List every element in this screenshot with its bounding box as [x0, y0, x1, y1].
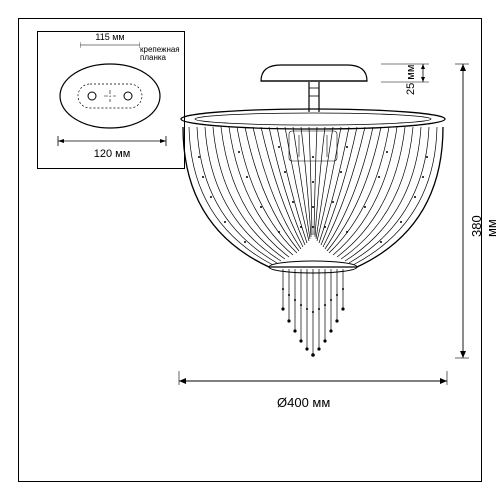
- outer-frame: 115 мм крепежная планка: [18, 18, 482, 482]
- ceiling-cap: [259, 63, 369, 83]
- dim-diameter-line: [177, 371, 449, 391]
- mounting-plate-inset: 115 мм крепежная планка: [37, 31, 185, 169]
- dim-cap-height: 25 мм: [405, 65, 417, 95]
- beaded-bowl: [179, 127, 447, 277]
- inset-bottom-dim: 120 мм: [82, 148, 142, 160]
- dim-total-height: 380 мм: [469, 215, 499, 237]
- inset-bottom-dim-line: [52, 136, 172, 146]
- dim-diameter: Ø400 мм: [277, 395, 330, 410]
- inset-label: крепежная планка: [140, 46, 180, 63]
- tassels: [277, 269, 349, 359]
- inset-top-dim: 115 мм: [80, 32, 140, 42]
- dim-total-height-line: [455, 63, 475, 359]
- inset-top-dim-line: [80, 42, 140, 48]
- inset-plate-drawing: [58, 62, 162, 130]
